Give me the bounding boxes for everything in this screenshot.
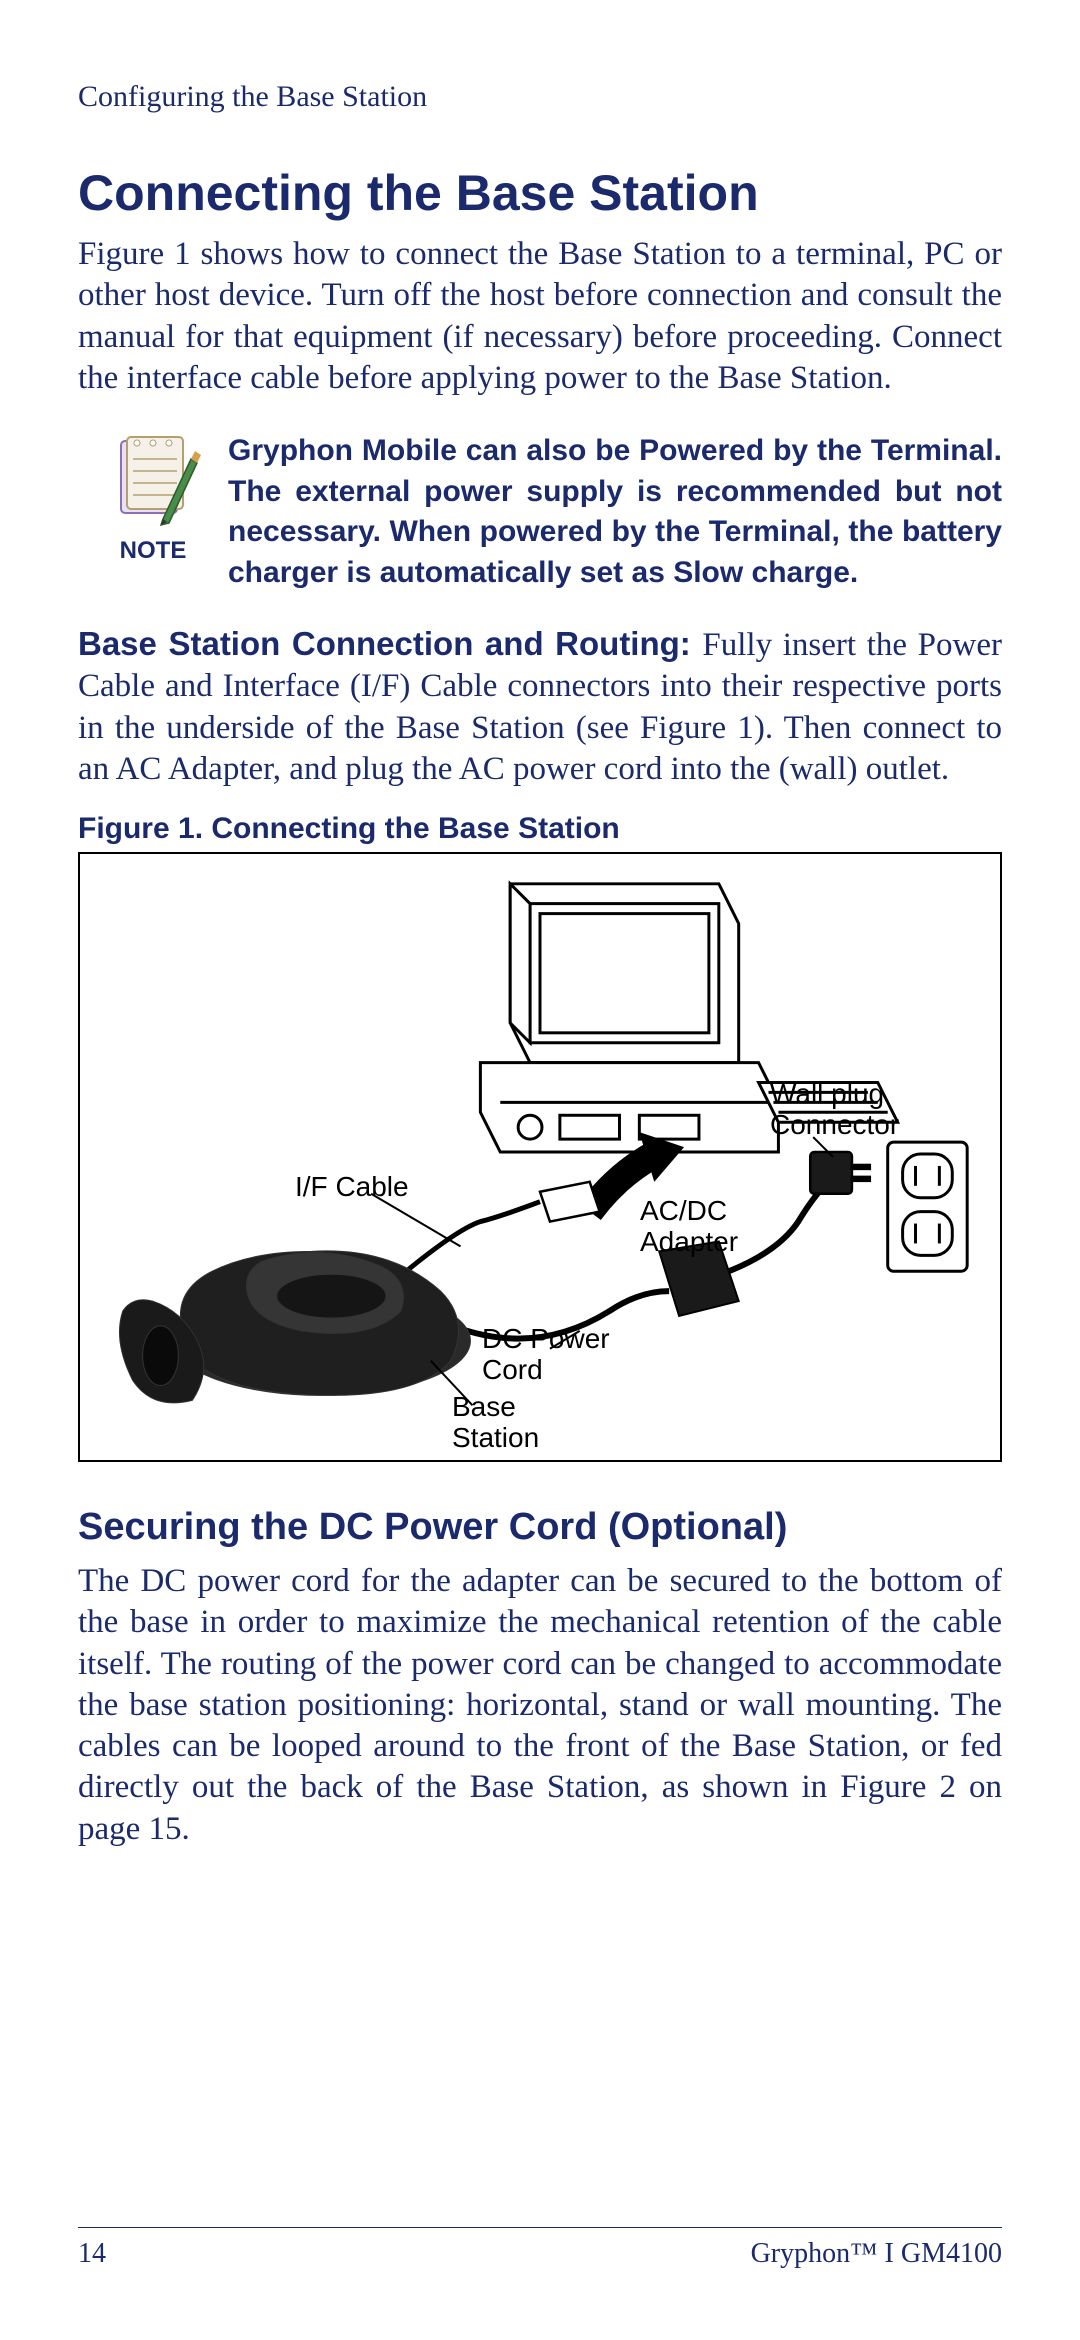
figure-label-base-station: Base Station [452,1392,539,1454]
note-icon-column: NOTE [78,429,228,565]
main-heading: Connecting the Base Station [78,164,1002,222]
intro-paragraph: Figure 1 shows how to connect the Base S… [78,234,1002,399]
footer-product-name: Gryphon™ I GM4100 [751,2238,1002,2270]
figure-caption: Figure 1. Connecting the Base Station [78,812,1002,846]
figure-label-acdc-adapter: AC/DC Adapter [640,1196,738,1258]
note-box: NOTE Gryphon Mobile can also be Powered … [78,429,1002,593]
routing-lead: Base Station Connection and Routing: [78,625,702,662]
figure-label-dc-power: DC Power Cord [482,1324,610,1386]
footer-page-number: 14 [78,2238,106,2270]
routing-paragraph: Base Station Connection and Routing: Ful… [78,623,1002,790]
header-section-title: Configuring the Base Station [78,80,1002,114]
figure-label-wall-plug: Wall plug Connector [770,1079,899,1141]
figure-1-diagram: I/F Cable AC/DC Adapter Wall plug Connec… [78,852,1002,1462]
figure-label-if-cable: I/F Cable [295,1172,409,1203]
securing-paragraph: The DC power cord for the adapter can be… [78,1561,1002,1850]
note-text: Gryphon Mobile can also be Powered by th… [228,429,1002,593]
note-label: NOTE [78,537,228,565]
page-footer: 14 Gryphon™ I GM4100 [78,2227,1002,2270]
notepad-icon [103,429,203,529]
sub-heading: Securing the DC Power Cord (Optional) [78,1506,1002,1549]
footer-rule [78,2227,1002,2228]
